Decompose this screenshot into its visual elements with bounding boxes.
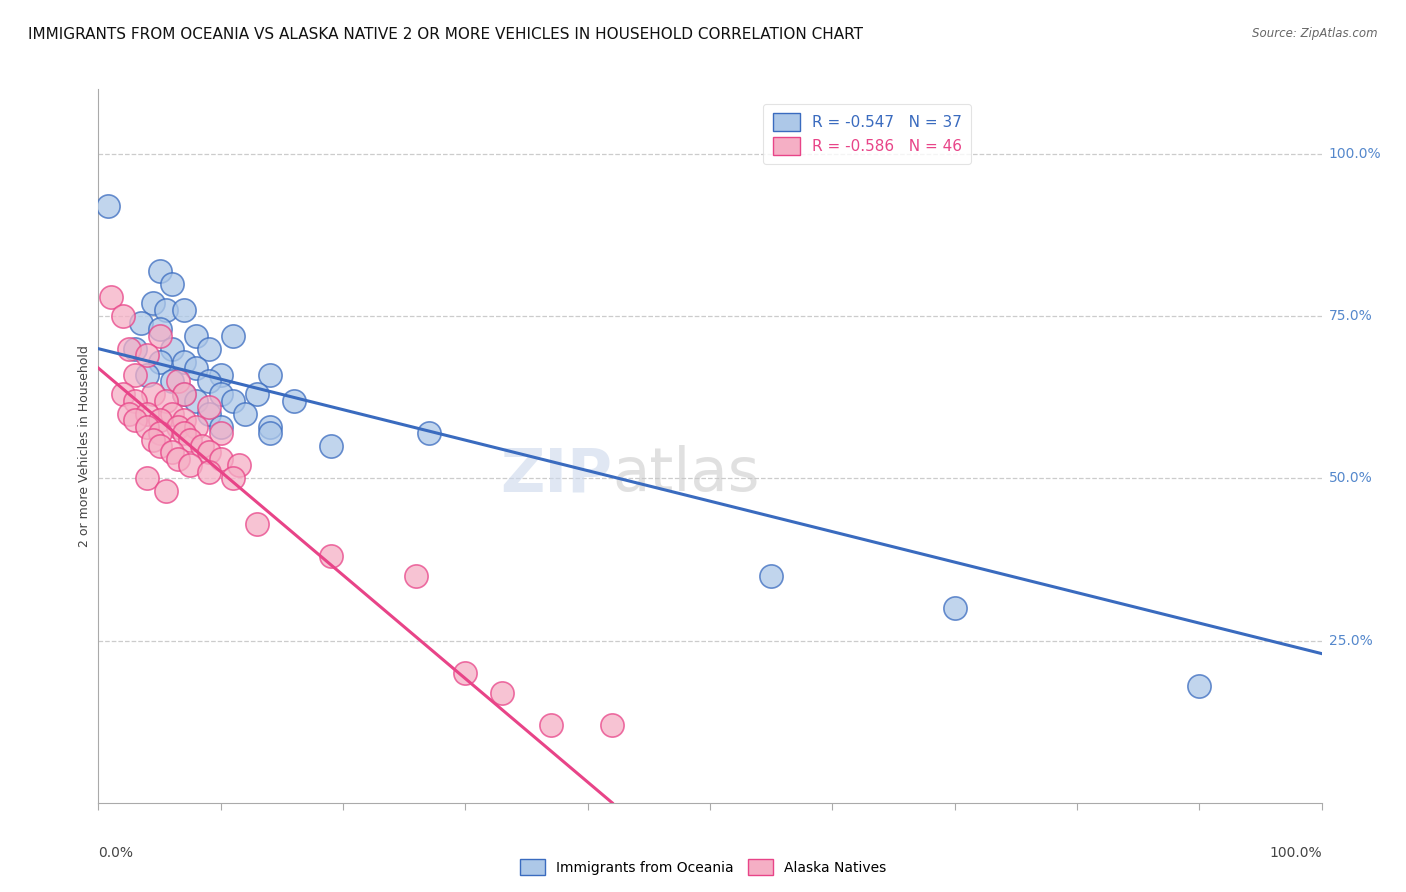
- Point: [197, 445, 219, 459]
- Point: [418, 425, 440, 440]
- Point: [197, 407, 219, 421]
- Point: [246, 387, 269, 401]
- Point: [173, 354, 195, 368]
- Point: [319, 549, 342, 564]
- Point: [160, 374, 183, 388]
- Point: [136, 348, 159, 362]
- Point: [149, 413, 172, 427]
- Point: [124, 413, 146, 427]
- Point: [142, 387, 165, 401]
- Legend: Immigrants from Oceania, Alaska Natives: Immigrants from Oceania, Alaska Natives: [515, 854, 891, 880]
- Point: [160, 277, 183, 291]
- Text: IMMIGRANTS FROM OCEANIA VS ALASKA NATIVE 2 OR MORE VEHICLES IN HOUSEHOLD CORRELA: IMMIGRANTS FROM OCEANIA VS ALASKA NATIVE…: [28, 27, 863, 42]
- Point: [283, 393, 305, 408]
- Point: [167, 374, 190, 388]
- Text: ZIP: ZIP: [501, 445, 612, 504]
- Point: [124, 342, 146, 356]
- Point: [160, 407, 183, 421]
- Text: 75.0%: 75.0%: [1329, 310, 1372, 323]
- Text: Source: ZipAtlas.com: Source: ZipAtlas.com: [1253, 27, 1378, 40]
- Text: 0.0%: 0.0%: [98, 846, 134, 860]
- Point: [111, 310, 134, 324]
- Point: [405, 568, 427, 582]
- Point: [97, 199, 120, 213]
- Point: [186, 328, 208, 343]
- Point: [155, 484, 177, 499]
- Point: [1188, 679, 1211, 693]
- Text: 50.0%: 50.0%: [1329, 472, 1372, 485]
- Text: 100.0%: 100.0%: [1270, 846, 1322, 860]
- Point: [491, 685, 513, 699]
- Point: [118, 342, 141, 356]
- Point: [142, 296, 165, 310]
- Text: 25.0%: 25.0%: [1329, 633, 1372, 648]
- Point: [173, 413, 195, 427]
- Point: [129, 316, 152, 330]
- Point: [149, 425, 172, 440]
- Point: [197, 400, 219, 414]
- Text: 100.0%: 100.0%: [1329, 147, 1381, 161]
- Point: [600, 718, 623, 732]
- Point: [160, 445, 183, 459]
- Point: [209, 452, 232, 467]
- Point: [149, 322, 172, 336]
- Point: [136, 471, 159, 485]
- Point: [222, 393, 245, 408]
- Point: [149, 354, 172, 368]
- Point: [173, 387, 195, 401]
- Point: [179, 433, 201, 447]
- Point: [136, 407, 159, 421]
- Point: [100, 290, 122, 304]
- Point: [179, 458, 201, 473]
- Point: [222, 471, 245, 485]
- Point: [209, 368, 232, 382]
- Point: [124, 393, 146, 408]
- Point: [246, 516, 269, 531]
- Point: [186, 419, 208, 434]
- Point: [186, 393, 208, 408]
- Point: [209, 419, 232, 434]
- Point: [540, 718, 562, 732]
- Point: [160, 342, 183, 356]
- Point: [173, 387, 195, 401]
- Legend: R = -0.547   N = 37, R = -0.586   N = 46: R = -0.547 N = 37, R = -0.586 N = 46: [763, 104, 972, 164]
- Point: [167, 419, 190, 434]
- Point: [149, 328, 172, 343]
- Point: [186, 361, 208, 376]
- Point: [233, 407, 256, 421]
- Point: [173, 302, 195, 317]
- Point: [118, 407, 141, 421]
- Point: [136, 419, 159, 434]
- Point: [142, 433, 165, 447]
- Point: [259, 368, 281, 382]
- Point: [111, 387, 134, 401]
- Point: [943, 601, 966, 615]
- Point: [761, 568, 783, 582]
- Text: atlas: atlas: [612, 445, 759, 504]
- Point: [136, 368, 159, 382]
- Point: [209, 425, 232, 440]
- Point: [197, 465, 219, 479]
- Point: [259, 425, 281, 440]
- Y-axis label: 2 or more Vehicles in Household: 2 or more Vehicles in Household: [79, 345, 91, 547]
- Point: [173, 425, 195, 440]
- Point: [454, 666, 477, 681]
- Point: [209, 387, 232, 401]
- Point: [259, 419, 281, 434]
- Point: [197, 374, 219, 388]
- Point: [228, 458, 250, 473]
- Point: [124, 368, 146, 382]
- Point: [191, 439, 214, 453]
- Point: [155, 393, 177, 408]
- Point: [155, 302, 177, 317]
- Point: [149, 264, 172, 278]
- Point: [197, 342, 219, 356]
- Point: [222, 328, 245, 343]
- Point: [319, 439, 342, 453]
- Point: [149, 439, 172, 453]
- Point: [167, 452, 190, 467]
